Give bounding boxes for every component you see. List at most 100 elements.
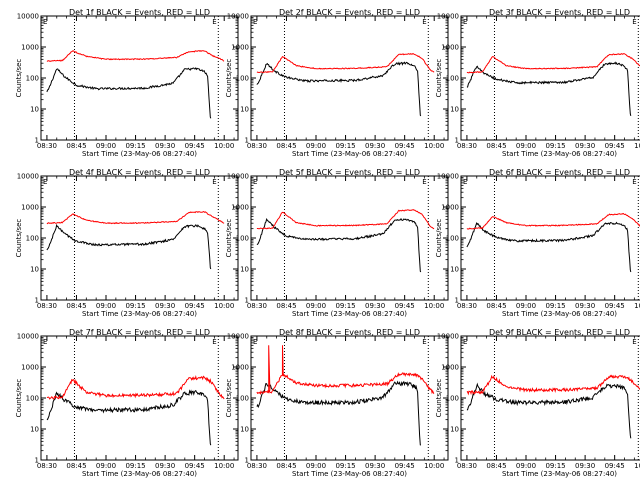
- x-axis-label: Start Time (23-May-06 08:27:40): [292, 470, 407, 478]
- x-tick-label: 08:30: [457, 142, 477, 150]
- x-tick-label: 08:45: [486, 142, 506, 150]
- x-tick-label: 10:00: [634, 462, 640, 470]
- x-tick-label: 09:30: [575, 462, 595, 470]
- corner-label: E: [212, 338, 216, 346]
- panel-det-7: Det 7f BLACK = Events, RED = LLD 1 10 100 10…: [15, 328, 239, 478]
- y-tick-label: 10000: [227, 173, 249, 181]
- x-tick-label: 09:00: [516, 302, 536, 310]
- corner-label: E: [422, 338, 426, 346]
- x-tick-label: 09:30: [365, 302, 385, 310]
- y-tick-label: 1: [245, 136, 249, 144]
- x-tick-label: 08:45: [486, 302, 506, 310]
- x-tick-label: 09:45: [185, 302, 205, 310]
- y-tick-label: 1000: [21, 364, 39, 372]
- y-axis-label: Counts/sec: [225, 379, 233, 418]
- x-tick-label: 09:30: [365, 462, 385, 470]
- x-tick-label: 09:00: [306, 462, 326, 470]
- x-tick-label: 09:15: [545, 142, 565, 150]
- series-events-black: [256, 380, 422, 446]
- y-tick-label: 10000: [17, 333, 39, 341]
- series-lld-red: [466, 53, 640, 74]
- x-tick-label: 09:00: [96, 302, 116, 310]
- panel-title: Det 3f BLACK = Events, RED = LLD: [489, 8, 630, 17]
- panel-title: Det 4f BLACK = Events, RED = LLD: [69, 168, 210, 177]
- x-tick-label: 09:15: [545, 462, 565, 470]
- y-tick-label: 10: [30, 426, 39, 434]
- series-lld-red: [46, 211, 225, 225]
- plot-frame: [460, 335, 640, 461]
- x-tick-label: 08:30: [247, 142, 267, 150]
- x-tick-label: 09:00: [96, 462, 116, 470]
- y-tick-label: 1: [245, 296, 249, 304]
- x-tick-label: 09:15: [335, 142, 355, 150]
- panel-det-2: Det 2f BLACK = Events, RED = LLD 1 10 100 10…: [225, 8, 449, 158]
- series-lld-red: [466, 374, 640, 396]
- x-tick-label: 09:00: [96, 142, 116, 150]
- y-tick-label: 1: [245, 456, 249, 464]
- x-tick-label: 08:30: [247, 302, 267, 310]
- x-tick-label: 08:30: [247, 462, 267, 470]
- plot-frame: [40, 335, 239, 461]
- y-tick-label: 10000: [227, 13, 249, 21]
- y-tick-label: 10000: [437, 173, 459, 181]
- x-tick-label: 09:30: [155, 462, 175, 470]
- x-tick-label: 10:00: [214, 462, 234, 470]
- x-tick-label: 09:45: [605, 462, 625, 470]
- panel-det-1: Det 1f BLACK = Events, RED = LLD 1 10 100 10…: [15, 8, 239, 158]
- series-events-black: [46, 389, 212, 446]
- plot-frame: [460, 15, 640, 141]
- series-events-black: [256, 61, 422, 117]
- corner-label: E: [422, 18, 426, 26]
- y-tick-label: 1: [455, 296, 459, 304]
- panel-det-9: Det 9f BLACK = Events, RED = LLD 1 10 100 10…: [435, 328, 640, 478]
- y-tick-label: 100: [26, 395, 39, 403]
- corner-label: E: [253, 178, 257, 186]
- series-events-black: [256, 217, 422, 273]
- x-tick-label: 09:00: [516, 142, 536, 150]
- y-tick-label: 100: [236, 75, 249, 83]
- x-axis-label: Start Time (23-May-06 08:27:40): [502, 150, 617, 158]
- y-axis-label: Counts/sec: [435, 379, 443, 418]
- y-tick-label: 10: [30, 266, 39, 274]
- x-axis-label: Start Time (23-May-06 08:27:40): [82, 310, 197, 318]
- y-axis-label: Counts/sec: [225, 219, 233, 258]
- plot-frame: [250, 335, 449, 461]
- y-tick-label: 10000: [227, 333, 249, 341]
- x-tick-label: 08:45: [66, 142, 86, 150]
- y-tick-label: 1000: [441, 364, 459, 372]
- series-lld-red: [256, 52, 435, 74]
- y-tick-label: 10000: [437, 13, 459, 21]
- panel-det-5: Det 5f BLACK = Events, RED = LLD 1 10 100 10…: [225, 168, 449, 318]
- panel-title: Det 6f BLACK = Events, RED = LLD: [489, 168, 630, 177]
- x-tick-label: 09:15: [545, 302, 565, 310]
- x-tick-label: 08:45: [486, 462, 506, 470]
- series-events-black: [46, 67, 212, 119]
- y-tick-label: 10: [450, 426, 459, 434]
- series-events-black: [466, 382, 632, 439]
- y-axis-label: Counts/sec: [435, 219, 443, 258]
- y-tick-label: 1000: [441, 204, 459, 212]
- corner-label: E: [43, 338, 47, 346]
- x-tick-label: 09:15: [335, 302, 355, 310]
- x-tick-label: 09:45: [395, 142, 415, 150]
- y-tick-label: 100: [446, 395, 459, 403]
- x-tick-label: 08:30: [457, 302, 477, 310]
- x-tick-label: 10:00: [634, 142, 640, 150]
- x-axis-label: Start Time (23-May-06 08:27:40): [502, 310, 617, 318]
- x-tick-label: 08:45: [276, 302, 296, 310]
- corner-label: E: [253, 18, 257, 26]
- y-tick-label: 1000: [231, 204, 249, 212]
- x-tick-label: 08:45: [276, 142, 296, 150]
- x-tick-label: 09:00: [306, 142, 326, 150]
- series-lld-red: [46, 50, 225, 62]
- y-tick-label: 10000: [17, 173, 39, 181]
- x-tick-label: 09:30: [575, 142, 595, 150]
- y-tick-label: 100: [446, 235, 459, 243]
- x-tick-label: 09:00: [306, 302, 326, 310]
- y-axis-label: Counts/sec: [15, 59, 23, 98]
- x-tick-label: 08:30: [37, 142, 57, 150]
- corner-label: E: [463, 18, 467, 26]
- y-tick-label: 100: [236, 235, 249, 243]
